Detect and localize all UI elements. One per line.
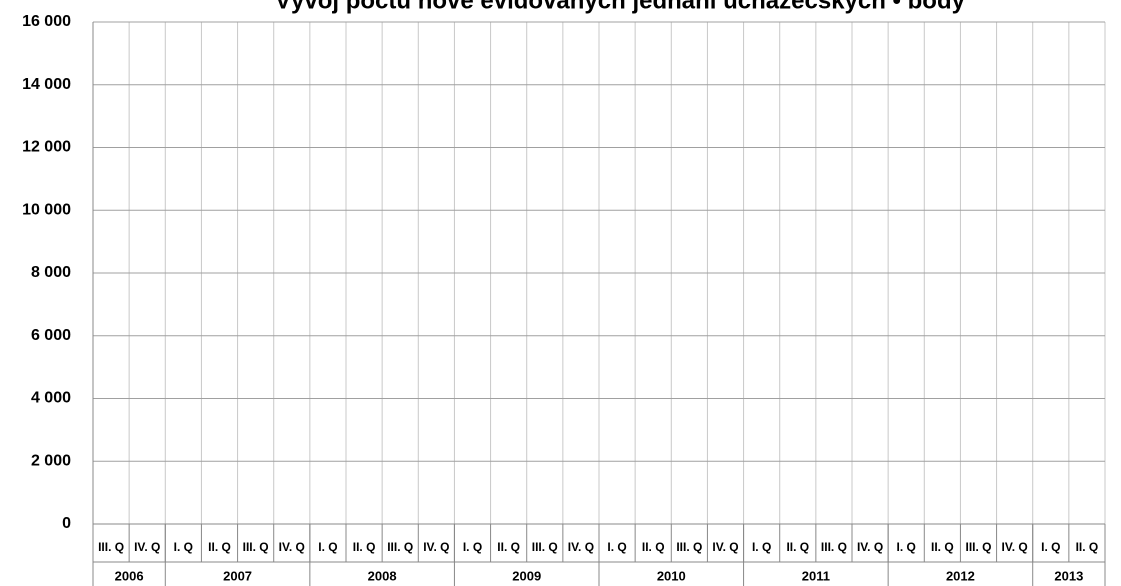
x-tick-label: III. Q: [532, 540, 558, 554]
x-tick-label: II. Q: [1076, 540, 1099, 554]
x-tick-label: III. Q: [98, 540, 124, 554]
x-tick-label: I. Q: [318, 540, 337, 554]
y-tick-label: 2 000: [31, 452, 71, 469]
y-tick-label: 10 000: [22, 201, 71, 218]
y-tick-label: 6 000: [31, 327, 71, 344]
x-tick-label: II. Q: [786, 540, 809, 554]
group-label: 2007: [223, 568, 252, 583]
x-tick-label: III. Q: [676, 540, 702, 554]
x-tick-label: III. Q: [243, 540, 269, 554]
y-tick-label: 12 000: [22, 139, 71, 156]
x-tick-label: II. Q: [642, 540, 665, 554]
x-tick-label: IV. Q: [1002, 540, 1028, 554]
x-tick-label: I. Q: [752, 540, 771, 554]
x-tick-label: II. Q: [497, 540, 520, 554]
y-tick-label: 8 000: [31, 264, 71, 281]
y-tick-label: 0: [62, 515, 71, 532]
x-tick-label: I. Q: [897, 540, 916, 554]
group-label: 2008: [368, 568, 397, 583]
x-tick-label: I. Q: [463, 540, 482, 554]
x-tick-label: IV. Q: [568, 540, 594, 554]
x-tick-label: IV. Q: [712, 540, 738, 554]
group-label: 2010: [657, 568, 686, 583]
x-tick-label: II. Q: [931, 540, 954, 554]
chart-title: Vývoj počtu nově evidovaných jednání uch…: [275, 0, 966, 14]
x-tick-label: III. Q: [387, 540, 413, 554]
group-label: 2009: [512, 568, 541, 583]
x-tick-label: IV. Q: [279, 540, 305, 554]
y-tick-label: 16 000: [22, 13, 71, 30]
y-tick-label: 14 000: [22, 76, 71, 93]
y-tick-label: 4 000: [31, 390, 71, 407]
group-label: 2006: [115, 568, 144, 583]
x-tick-label: II. Q: [353, 540, 376, 554]
x-tick-label: III. Q: [965, 540, 991, 554]
x-tick-label: IV. Q: [857, 540, 883, 554]
x-tick-label: IV. Q: [423, 540, 449, 554]
x-tick-label: III. Q: [821, 540, 847, 554]
x-tick-label: I. Q: [1041, 540, 1060, 554]
x-tick-label: I. Q: [607, 540, 626, 554]
x-tick-label: IV. Q: [134, 540, 160, 554]
group-label: 2013: [1054, 568, 1083, 583]
x-tick-label: II. Q: [208, 540, 231, 554]
x-tick-label: I. Q: [174, 540, 193, 554]
group-label: 2011: [802, 568, 830, 583]
group-label: 2012: [946, 568, 975, 583]
